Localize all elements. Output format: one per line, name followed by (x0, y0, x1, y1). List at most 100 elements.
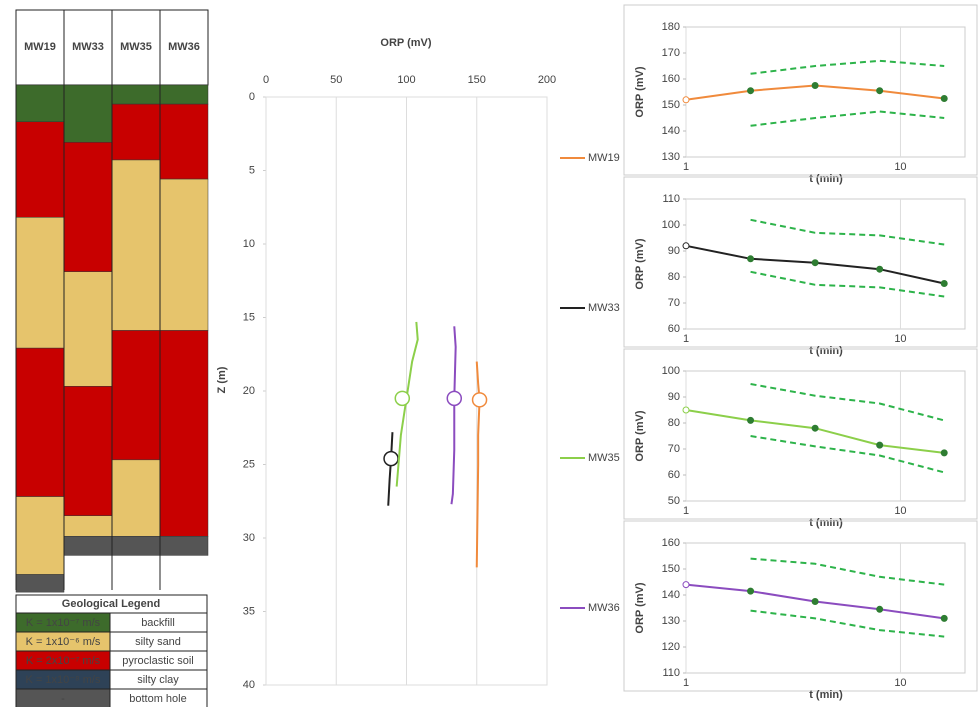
y-axis-label: ORP (mV) (634, 238, 646, 289)
soil-layer (160, 85, 208, 104)
x-tick-label: 50 (330, 74, 342, 86)
y-tick-label: 150 (662, 563, 680, 575)
soil-layer (112, 460, 160, 536)
soil-layer (16, 497, 64, 575)
legend-label: MW19 (588, 152, 620, 164)
band-line (751, 559, 945, 585)
legend-label: MW35 (588, 452, 620, 464)
x-tick-label: 1 (683, 505, 689, 517)
data-point (683, 407, 689, 413)
band-line (751, 61, 945, 74)
y-axis-label: Z (m) (216, 366, 228, 393)
y-tick-label: 60 (668, 323, 680, 335)
legend-label: MW36 (588, 602, 620, 614)
soil-layer (16, 348, 64, 496)
legend-name: silty sand (135, 636, 181, 648)
data-point (941, 96, 947, 102)
y-tick-label: 120 (662, 641, 680, 653)
y-tick-label: 90 (668, 245, 680, 257)
y-tick-label: 140 (662, 125, 680, 137)
column-header: MW35 (120, 41, 152, 53)
plot-area (686, 543, 965, 673)
profile-line (388, 432, 392, 506)
soil-layer (160, 330, 208, 536)
x-tick-label: 1 (683, 677, 689, 689)
y-tick-label: 70 (668, 297, 680, 309)
soil-layer (64, 142, 112, 271)
y-tick-label: 60 (668, 469, 680, 481)
data-point (748, 88, 754, 94)
data-point (683, 243, 689, 249)
plot-area (686, 27, 965, 157)
soil-layer (64, 272, 112, 387)
data-point (812, 260, 818, 266)
profile-marker (447, 391, 461, 405)
profile-marker (384, 452, 398, 466)
y-tick-label: 150 (662, 99, 680, 111)
data-point (941, 281, 947, 287)
y-tick-label: 25 (243, 458, 255, 470)
data-point (812, 425, 818, 431)
legend-label: MW33 (588, 302, 620, 314)
legend-name: silty clay (137, 674, 179, 686)
x-axis-label: t (min) (809, 173, 843, 185)
soil-layer (112, 536, 160, 555)
y-tick-label: 110 (662, 193, 680, 205)
soil-layer (112, 85, 160, 104)
legend-k: K = 1x10⁻⁷ m/s (26, 617, 101, 629)
legend-k: K = 1x10⁻⁸ m/s (26, 674, 101, 686)
legend-k: K = 2x10⁻⁷ m/s (26, 655, 101, 667)
y-tick-label: 40 (243, 679, 255, 691)
y-tick-label: 10 (243, 238, 255, 250)
soil-layer (16, 575, 64, 593)
soil-layer (64, 536, 112, 555)
soil-layer (16, 85, 64, 122)
y-tick-label: 0 (249, 91, 255, 103)
data-point (748, 417, 754, 423)
data-point (812, 599, 818, 605)
profile-marker (473, 393, 487, 407)
band-line (751, 112, 945, 126)
y-axis-label: ORP (mV) (634, 582, 646, 633)
data-point (683, 582, 689, 588)
y-tick-label: 20 (243, 385, 255, 397)
soil-layer (112, 160, 160, 331)
plot-area (686, 371, 965, 501)
y-tick-label: 130 (662, 151, 680, 163)
x-tick-label: 0 (263, 74, 269, 86)
legend-name: pyroclastic soil (122, 655, 194, 667)
profile-line (451, 326, 455, 504)
y-tick-label: 80 (668, 271, 680, 283)
column-header: MW33 (72, 41, 104, 53)
y-tick-label: 160 (662, 73, 680, 85)
y-tick-label: 50 (668, 495, 680, 507)
band-line (751, 220, 945, 245)
data-point (812, 83, 818, 89)
legend-k: - (61, 693, 65, 705)
soil-layer (64, 386, 112, 515)
y-tick-label: 170 (662, 47, 680, 59)
x-tick-label: 1 (683, 333, 689, 345)
chart-title: ORP (mV) (380, 37, 431, 49)
band-line (751, 272, 945, 297)
soil-layer (16, 122, 64, 218)
y-tick-label: 15 (243, 311, 255, 323)
legend-title: Geological Legend (62, 598, 160, 610)
y-tick-label: 180 (662, 21, 680, 33)
y-tick-label: 100 (662, 365, 680, 377)
y-tick-label: 140 (662, 589, 680, 601)
y-axis-label: ORP (mV) (634, 410, 646, 461)
x-axis-label: t (min) (809, 689, 843, 701)
y-tick-label: 90 (668, 391, 680, 403)
soil-layer (16, 217, 64, 348)
legend-name: bottom hole (129, 693, 186, 705)
legend-k: K = 1x10⁻⁶ m/s (26, 636, 101, 648)
y-axis-label: ORP (mV) (634, 66, 646, 117)
data-point (877, 442, 883, 448)
y-tick-label: 100 (662, 219, 680, 231)
soil-layer (160, 536, 208, 555)
y-tick-label: 160 (662, 537, 680, 549)
y-tick-label: 35 (243, 605, 255, 617)
data-point (877, 88, 883, 94)
band-line (751, 436, 945, 472)
